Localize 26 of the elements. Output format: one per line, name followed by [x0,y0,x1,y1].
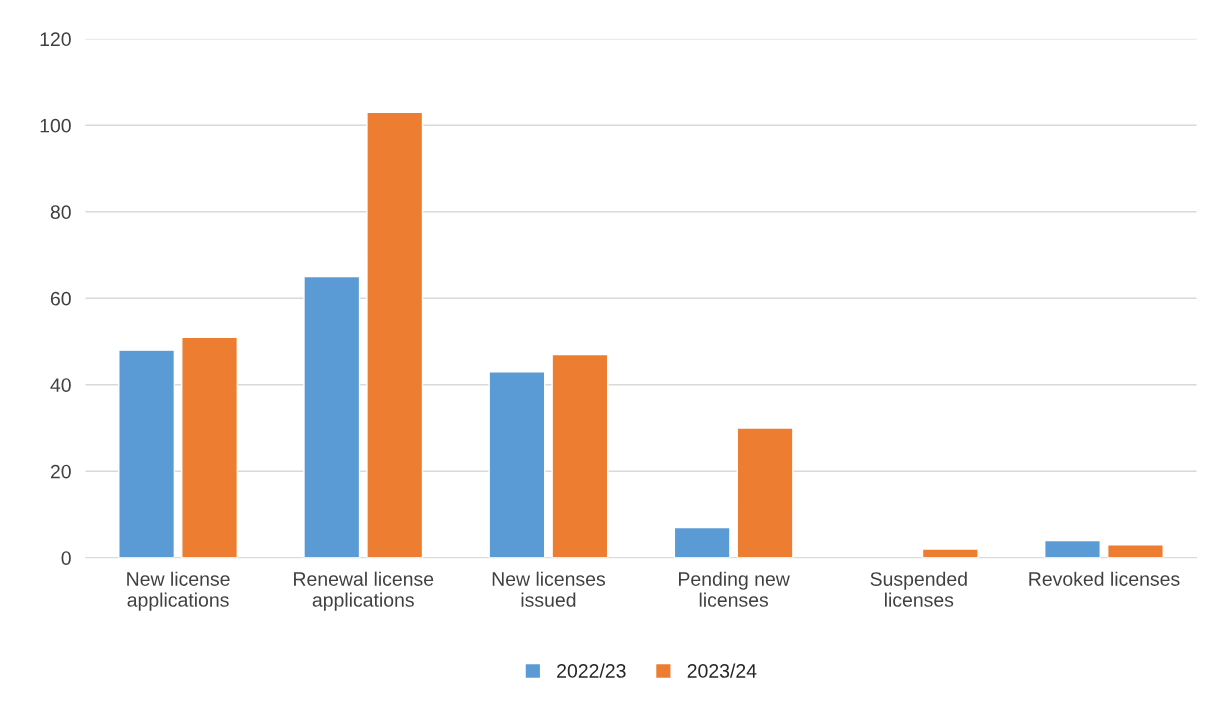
bar [303,275,361,558]
y-tick-label: 100 [40,118,71,133]
y-tick-label: 0 [61,551,71,565]
x-tick-label: Revoked licenses [1029,571,1180,586]
x-tick-label: New licenses issued [492,571,606,607]
bar [118,349,176,558]
y-tick-label: 20 [50,464,71,479]
x-tick-label: Pending new licenses [679,571,790,607]
y-tick-label: 60 [50,291,71,306]
bar [673,526,731,558]
bar [736,427,794,558]
legend-label: 2023/24 [687,663,757,678]
bar [181,336,239,558]
y-tick-label: 80 [50,205,71,220]
bar [1106,544,1164,558]
bar [921,548,979,558]
x-tick-label: Suspended licenses [870,571,967,607]
bar [1044,539,1101,558]
bar [366,111,424,558]
y-tick-label: 120 [40,32,71,47]
x-tick-label: Renewal license applications [294,571,434,611]
y-tick-label: 40 [50,378,71,393]
bar [551,353,609,558]
bar [488,371,546,558]
x-tick-label: New license applications [127,571,230,611]
legend-label: 2022/23 [557,663,626,678]
